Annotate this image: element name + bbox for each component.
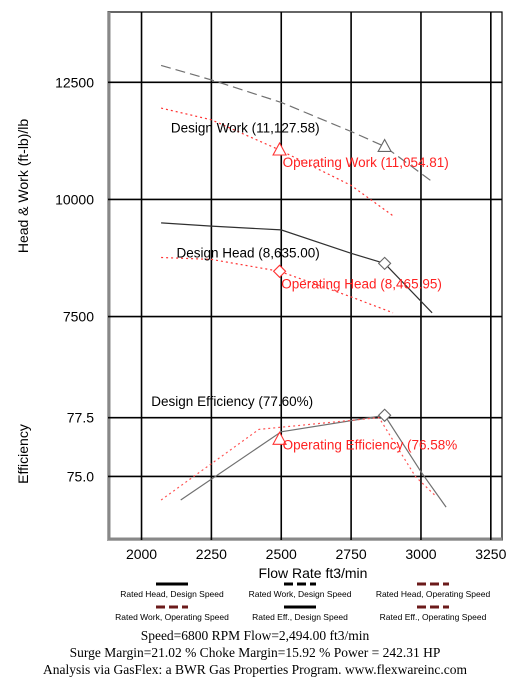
operating-point-marker-upper-1	[272, 141, 287, 156]
x-tick-label: 3250	[475, 546, 506, 562]
x-tick-label: 2500	[266, 546, 297, 562]
operating-point-marker-upper-2	[377, 256, 392, 271]
y-tick-label-lower: 77.5	[67, 410, 94, 426]
analysis-credit: Analysis via GasFlex: a BWR Gas Properti…	[43, 662, 467, 677]
y-tick-label-upper: 7500	[63, 309, 94, 325]
y-tick-label-upper: 10000	[55, 191, 94, 207]
y-axis-label-efficiency: Efficiency	[15, 424, 31, 484]
annotation-lower-0: Design Efficiency (77.60%)	[151, 394, 313, 409]
legend-label-5: Rated Eff., Operating Speed	[380, 612, 487, 622]
series-line-upper-0	[160, 64, 433, 183]
x-axis-label: Flow Rate ft3/min	[259, 565, 368, 581]
plot-area	[107, 11, 503, 541]
x-tick-label: 2750	[336, 546, 367, 562]
operating-point-marker-upper-0	[377, 138, 393, 153]
annotation-upper-3: Operating Head (8,465.95)	[281, 276, 442, 291]
legend-label-0: Rated Head, Design Speed	[120, 589, 224, 599]
legend-label-3: Rated Work, Operating Speed	[115, 612, 229, 622]
operating-point-summary: Speed=6800 RPM Flow=2,494.00 ft3/min	[140, 628, 370, 643]
operating-point-marker-upper-3	[272, 264, 287, 279]
y-tick-label-lower: 75.0	[67, 468, 94, 484]
operating-point-marker-lower-0	[377, 408, 392, 423]
series-line-lower-1	[160, 416, 436, 501]
annotation-upper-2: Design Head (8,635.00)	[176, 246, 319, 261]
x-tick-label: 2000	[126, 546, 157, 562]
y-axis-label-head-work: Head & Work (ft-lb)/lb	[15, 119, 31, 254]
legend-label-1: Rated Work, Design Speed	[249, 589, 352, 599]
annotation-upper-0: Design Work (11,127.58)	[171, 120, 320, 135]
annotation-lower-1: Operating Efficiency (76.58%	[283, 437, 458, 452]
series-line-upper-2	[161, 222, 433, 314]
x-tick-label: 2250	[196, 546, 227, 562]
annotation-upper-1: Operating Work (11,054.81)	[283, 155, 449, 170]
legend-label-2: Rated Head, Operating Speed	[376, 589, 491, 599]
y-tick-label-upper: 12500	[55, 74, 94, 90]
operating-point-marker-lower-1	[272, 431, 287, 445]
margin-power-summary: Surge Margin=21.02 % Choke Margin=15.92 …	[69, 645, 441, 660]
legend-label-4: Rated Eff., Design Speed	[252, 612, 348, 622]
x-tick-label: 3000	[405, 546, 436, 562]
series-line-upper-3	[161, 256, 394, 314]
